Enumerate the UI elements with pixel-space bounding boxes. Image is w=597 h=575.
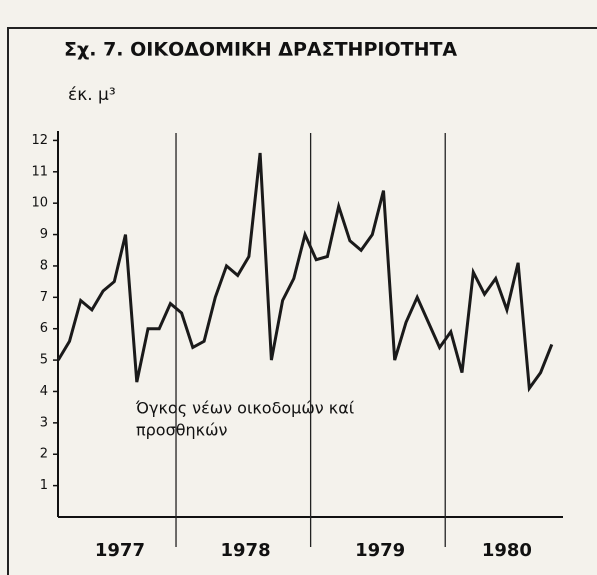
x-tick-label: 1978 [221,540,271,561]
y-tick-label: 5 [40,353,48,368]
y-tick-label: 12 [31,133,48,148]
x-tick-label: 1980 [482,540,532,561]
y-tick-label: 6 [40,321,48,336]
y-tick-label: 1 [40,478,48,493]
y-axis-label: έκ. μ³ [68,85,116,105]
x-tick-label: 1979 [355,540,405,561]
y-tick-label: 2 [40,447,48,462]
annotation: προσθηκών [136,421,227,440]
annotation: Όγκος νέων οικοδομών καί [135,399,355,418]
chart-title: Σχ. 7. ΟΙΚΟΔΟΜΙΚΗ ΔΡΑΣΤΗΡΙΟΤΗΤΑ [64,39,457,61]
y-tick-label: 4 [40,384,48,399]
x-tick-label: 1977 [95,540,145,561]
frame [7,27,597,575]
y-tick-label: 9 [40,227,48,242]
y-tick-label: 10 [31,196,48,211]
y-tick-label: 7 [40,290,48,305]
y-tick-label: 8 [40,258,48,273]
y-tick-label: 3 [40,415,48,430]
data-line [56,152,554,393]
y-tick-label: 11 [31,164,48,179]
